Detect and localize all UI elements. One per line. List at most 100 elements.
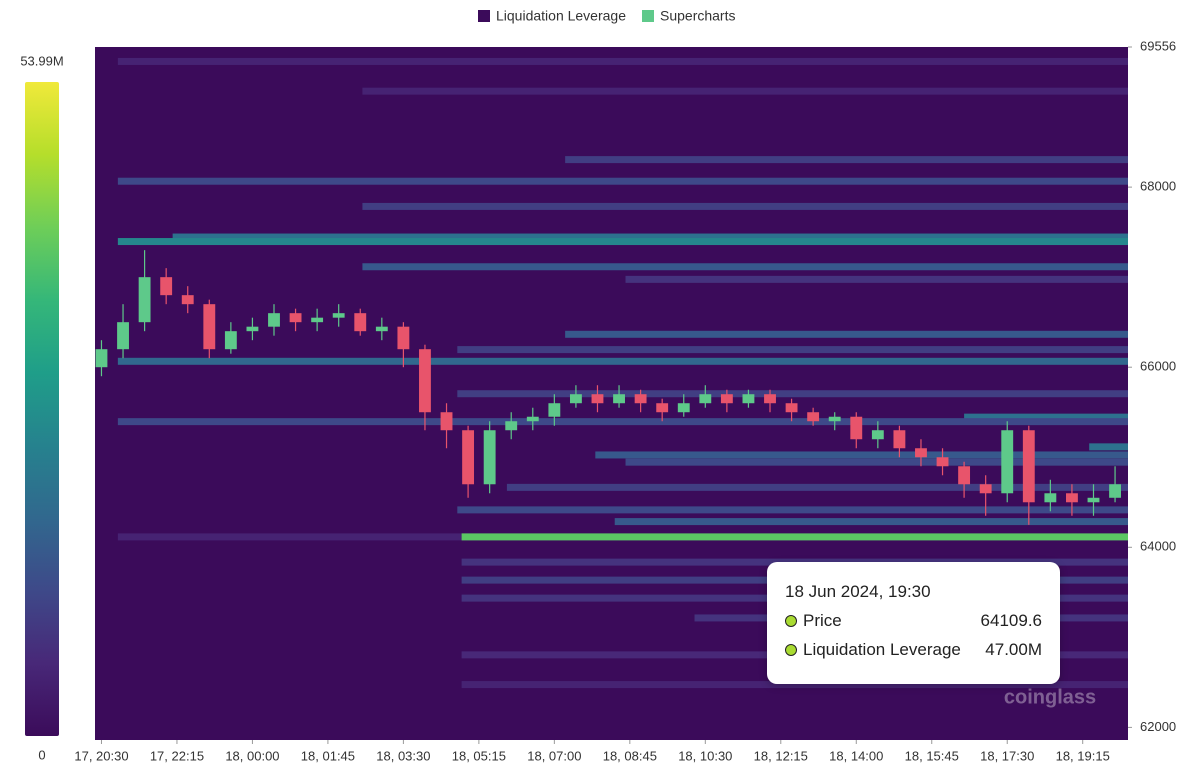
liquidation-band [565,156,1128,164]
candle-body [224,331,237,350]
candle-body [958,466,971,485]
candle-body [117,322,129,350]
candle-body [160,277,173,296]
candle-body [354,313,367,332]
x-tick-label: 18, 07:00 [527,748,581,763]
candle-body [397,326,410,350]
candle-body [203,304,216,350]
candle-body [483,430,496,485]
tooltip: 18 Jun 2024, 19:30 Price 64109.6 Liquidat… [767,562,1060,684]
liquidation-band [457,346,1128,354]
y-tick-label: 68000 [1140,179,1176,194]
x-tick-label: 17, 22:15 [150,748,204,763]
candle-body [138,277,151,323]
y-tick-label: 66000 [1140,359,1176,374]
candle-body [375,326,388,332]
x-tick-label: 18, 03:30 [376,748,430,763]
candle-body [591,394,604,404]
candle-body [720,394,733,404]
x-tick-label: 18, 12:15 [754,748,808,763]
x-tick-label: 18, 01:45 [301,748,355,763]
candle-body [871,430,884,440]
legend-label: Supercharts [660,8,735,24]
legend-swatch [478,10,490,22]
candle-body [915,448,927,458]
liquidation-band [506,483,1128,491]
tooltip-row: Price 64109.6 [785,611,1042,631]
candle-body [289,313,302,323]
liquidation-band [362,263,1129,271]
candle-body [1001,430,1014,494]
candle-body [440,412,453,431]
liquidation-band [457,390,1128,398]
tooltip-label: Price [803,611,842,630]
liquidation-band [117,177,1128,185]
candle-body [1022,430,1035,503]
candle-body [246,326,259,332]
candle-body [1065,493,1078,503]
colorbar [25,82,59,736]
x-tick-label: 18, 19:15 [1056,748,1110,763]
liquidation-band [461,533,1129,541]
candle-body [677,403,690,413]
y-tick-label: 62000 [1140,719,1176,734]
candle-body [979,484,992,494]
candle-body [332,313,345,318]
tooltip-value: 47.00M [985,640,1042,659]
colorbar-label: 0 [38,747,45,762]
tooltip-row: Liquidation Leverage 47.00M [785,640,1042,660]
liquidation-band [172,233,1129,241]
liquidation-band [457,506,1128,514]
tooltip-value: 64109.6 [980,611,1042,630]
candle-body [893,430,906,449]
liquidation-band [117,57,1128,65]
liquidation-band [117,238,1128,246]
candle-body [462,430,475,485]
candle-body [1109,484,1121,498]
liquidation-band [625,275,1128,283]
candle-body [742,394,755,404]
candle-body [1087,497,1100,503]
candle-body [634,394,647,404]
liquidation-band [964,413,1128,421]
liquidation-band [362,202,1129,210]
candle-body [828,416,841,422]
x-tick-label: 18, 05:15 [452,748,506,763]
candle-body [807,412,820,422]
candle-body [419,349,431,413]
y-tick-label: 64000 [1140,539,1176,554]
colorbar-label: 53.99M [20,53,63,68]
x-tick-label: 17, 20:30 [74,748,128,763]
liquidation-band [362,87,1129,95]
x-tick-label: 18, 08:45 [603,748,657,763]
liquidation-band [117,418,1128,426]
tooltip-dot [785,615,797,627]
x-tick-label: 18, 17:30 [980,748,1034,763]
legend-label: Liquidation Leverage [496,8,626,24]
candle-body [785,403,798,413]
y-tick-label: 69556 [1140,38,1176,53]
candle-body [850,416,863,440]
candle-body [656,403,669,413]
x-tick-label: 18, 14:00 [829,748,883,763]
candle-body [505,421,518,431]
candle-body [699,394,712,404]
candle-body [181,295,194,305]
candle-body [548,403,561,417]
legend-swatch [642,10,654,22]
x-tick-label: 18, 15:45 [905,748,959,763]
liquidation-band [461,681,1129,689]
watermark: coinglass [1004,686,1096,708]
candle-body [764,394,776,404]
candle-body [936,457,949,467]
candle-body [95,349,108,368]
x-tick-label: 18, 00:00 [225,748,279,763]
liquidation-band [117,357,1128,365]
x-tick-label: 18, 10:30 [678,748,732,763]
candle-body [569,394,582,404]
liquidation-band [614,518,1128,526]
tooltip-title: 18 Jun 2024, 19:30 [785,582,931,601]
liquidation-band [1089,443,1128,451]
liquidation-band [625,458,1128,466]
